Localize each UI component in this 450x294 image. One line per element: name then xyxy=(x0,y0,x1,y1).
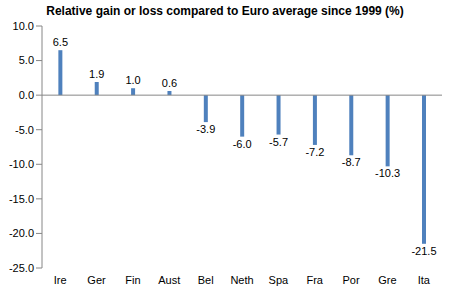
svg-text:-25.0: -25.0 xyxy=(9,262,34,274)
svg-text:Fin: Fin xyxy=(125,274,140,286)
svg-text:-10.0: -10.0 xyxy=(9,158,34,170)
svg-text:Ger: Ger xyxy=(87,274,106,286)
svg-text:Por: Por xyxy=(343,274,360,286)
svg-text:0.0: 0.0 xyxy=(19,89,34,101)
svg-text:-3.9: -3.9 xyxy=(196,123,215,135)
svg-text:-5.7: -5.7 xyxy=(269,136,288,148)
svg-text:1.9: 1.9 xyxy=(89,68,104,80)
svg-text:Ire: Ire xyxy=(54,274,67,286)
svg-text:-10.3: -10.3 xyxy=(375,167,400,179)
svg-text:Spa: Spa xyxy=(269,274,289,286)
svg-text:-6.0: -6.0 xyxy=(233,138,252,150)
svg-text:10.0: 10.0 xyxy=(13,22,34,32)
svg-text:-8.7: -8.7 xyxy=(342,156,361,168)
svg-text:Aust: Aust xyxy=(158,274,180,286)
svg-text:Ita: Ita xyxy=(418,274,431,286)
html-text:Relative gain or loss compared: Relative gain or loss compared to Euro a… xyxy=(46,4,404,18)
svg-text:5.0: 5.0 xyxy=(19,54,34,66)
svg-text:0.6: 0.6 xyxy=(162,77,177,89)
svg-text:-15.0: -15.0 xyxy=(9,193,34,205)
svg-text:Neth: Neth xyxy=(230,274,253,286)
svg-text:Fra: Fra xyxy=(306,274,323,286)
svg-text:-20.0: -20.0 xyxy=(9,227,34,239)
svg-text:-21.5: -21.5 xyxy=(411,245,436,257)
svg-text:6.5: 6.5 xyxy=(53,36,68,48)
svg-text:Bel: Bel xyxy=(198,274,214,286)
svg-text:-5.0: -5.0 xyxy=(15,124,34,136)
svg-text:Gre: Gre xyxy=(378,274,396,286)
svg-text:1.0: 1.0 xyxy=(125,74,140,86)
svg-text:-7.2: -7.2 xyxy=(305,146,324,158)
